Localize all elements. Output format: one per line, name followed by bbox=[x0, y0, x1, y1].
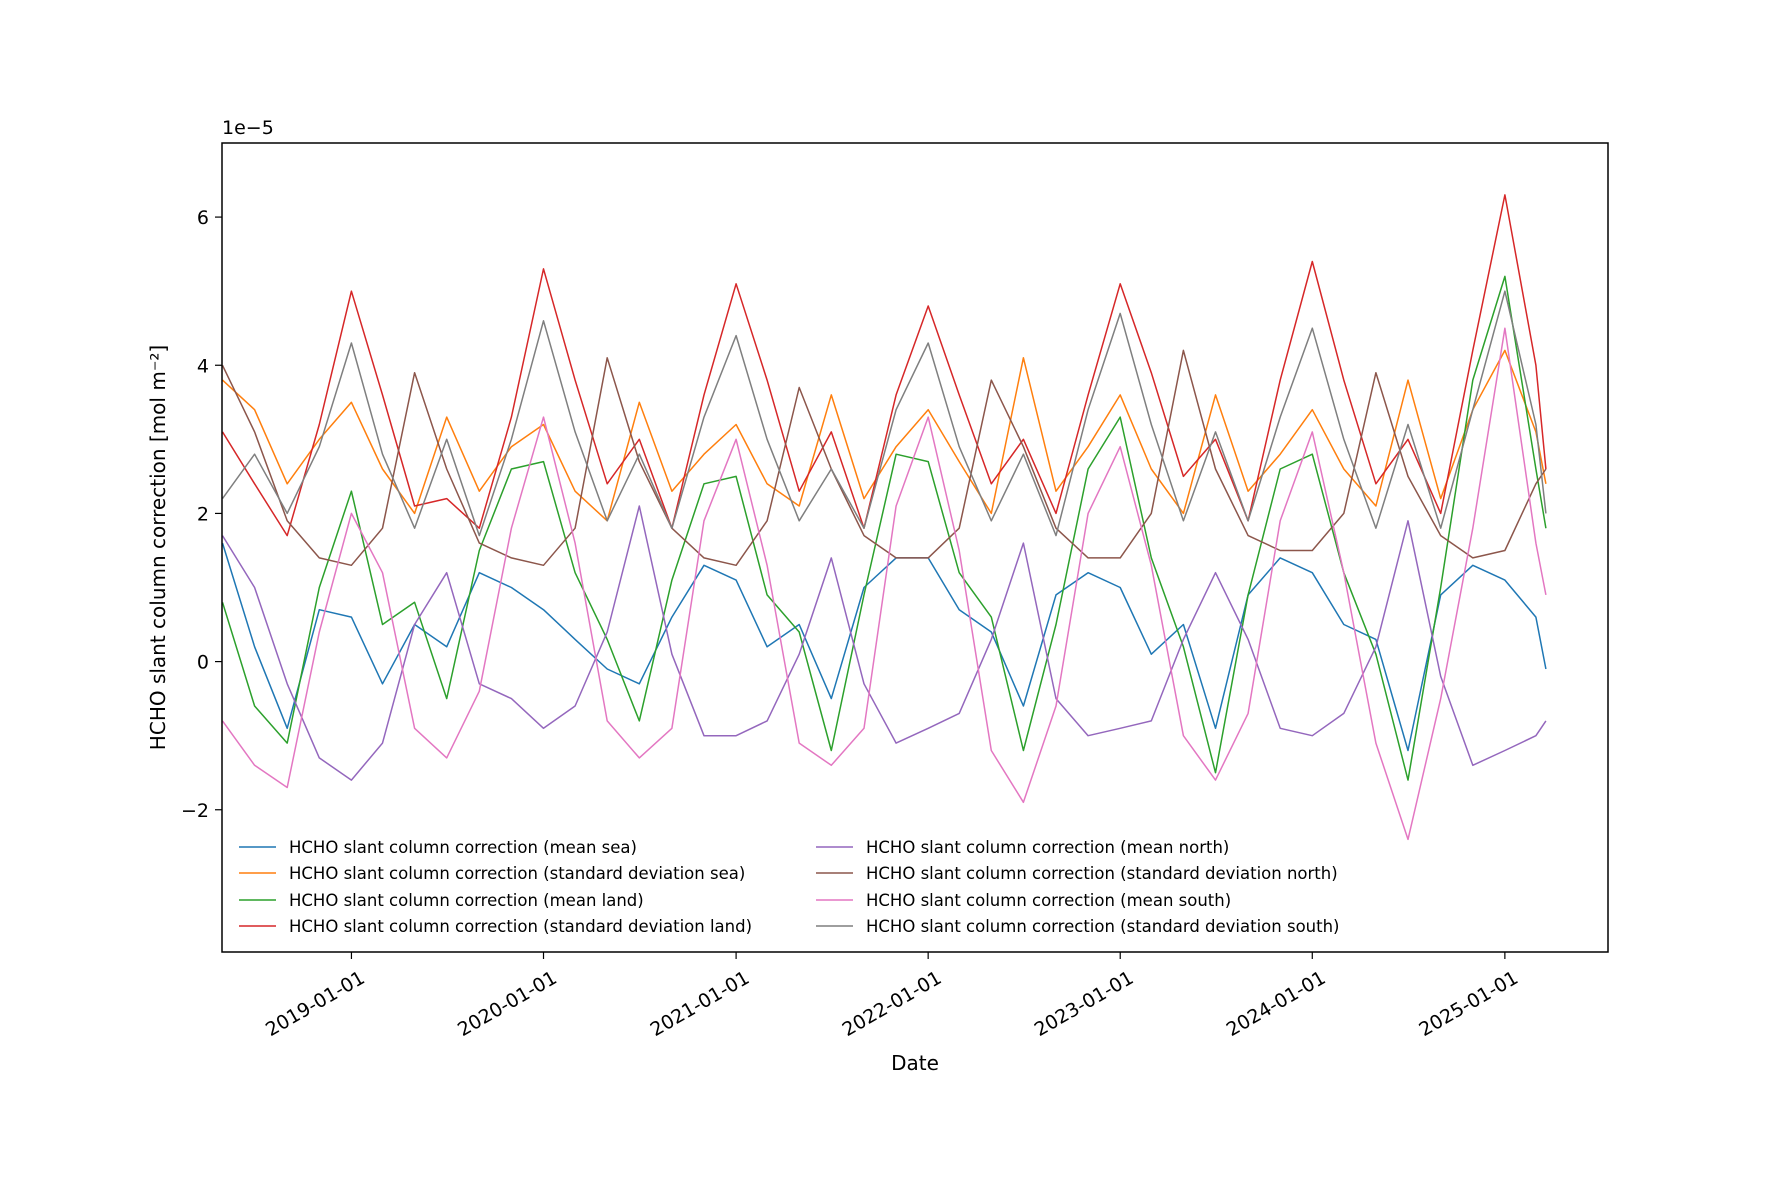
legend-label: HCHO slant column correction (mean land) bbox=[289, 891, 644, 910]
y-tick-label: 0 bbox=[197, 652, 209, 674]
y-tick-label: −2 bbox=[181, 800, 209, 822]
legend-label: HCHO slant column correction (mean north… bbox=[866, 838, 1229, 857]
y-tick-label: 2 bbox=[197, 503, 209, 525]
y-axis-offset-label: 1e−5 bbox=[222, 117, 274, 139]
y-axis-label: HCHO slant column correction [mol m⁻²] bbox=[146, 345, 170, 750]
legend-label: HCHO slant column correction (standard d… bbox=[866, 917, 1340, 936]
x-tick-label: 2019-01-01 bbox=[262, 967, 369, 1041]
x-axis-label: Date bbox=[891, 1051, 939, 1075]
series-line-6 bbox=[221, 349, 1547, 567]
y-tick-label: 6 bbox=[197, 207, 209, 229]
x-tick-label: 2023-01-01 bbox=[1031, 967, 1138, 1041]
legend-label: HCHO slant column correction (standard d… bbox=[289, 864, 745, 883]
legend-label: HCHO slant column correction (standard d… bbox=[289, 917, 752, 936]
axes-frame bbox=[221, 142, 1609, 953]
y-tick-label: 4 bbox=[197, 355, 209, 377]
legend-label: HCHO slant column correction (mean south… bbox=[866, 891, 1231, 910]
series-line-7 bbox=[221, 327, 1547, 841]
x-tick-label: 2020-01-01 bbox=[454, 967, 561, 1041]
series-line-1 bbox=[221, 542, 1547, 752]
legend-label: HCHO slant column correction (mean sea) bbox=[289, 838, 637, 857]
x-axis: 2019-01-01 2020-01-01 2021-01-01 2022-01-01… bbox=[262, 952, 1522, 1041]
series-line-4 bbox=[221, 194, 1547, 537]
series-line-5 bbox=[221, 505, 1547, 781]
y-axis: −2 0 2 4 6 bbox=[181, 207, 222, 822]
x-tick-label: 2025-01-01 bbox=[1415, 967, 1522, 1041]
x-tick-label: 2024-01-01 bbox=[1223, 967, 1330, 1041]
plot-lines bbox=[221, 194, 1547, 841]
x-tick-label: 2022-01-01 bbox=[839, 967, 946, 1041]
legend-label: HCHO slant column correction (standard d… bbox=[866, 864, 1338, 883]
x-tick-label: 2021-01-01 bbox=[647, 967, 754, 1041]
series-line-2 bbox=[221, 349, 1547, 522]
legend: HCHO slant column correction (mean sea) H… bbox=[239, 838, 1340, 936]
series-line-8 bbox=[221, 290, 1547, 537]
